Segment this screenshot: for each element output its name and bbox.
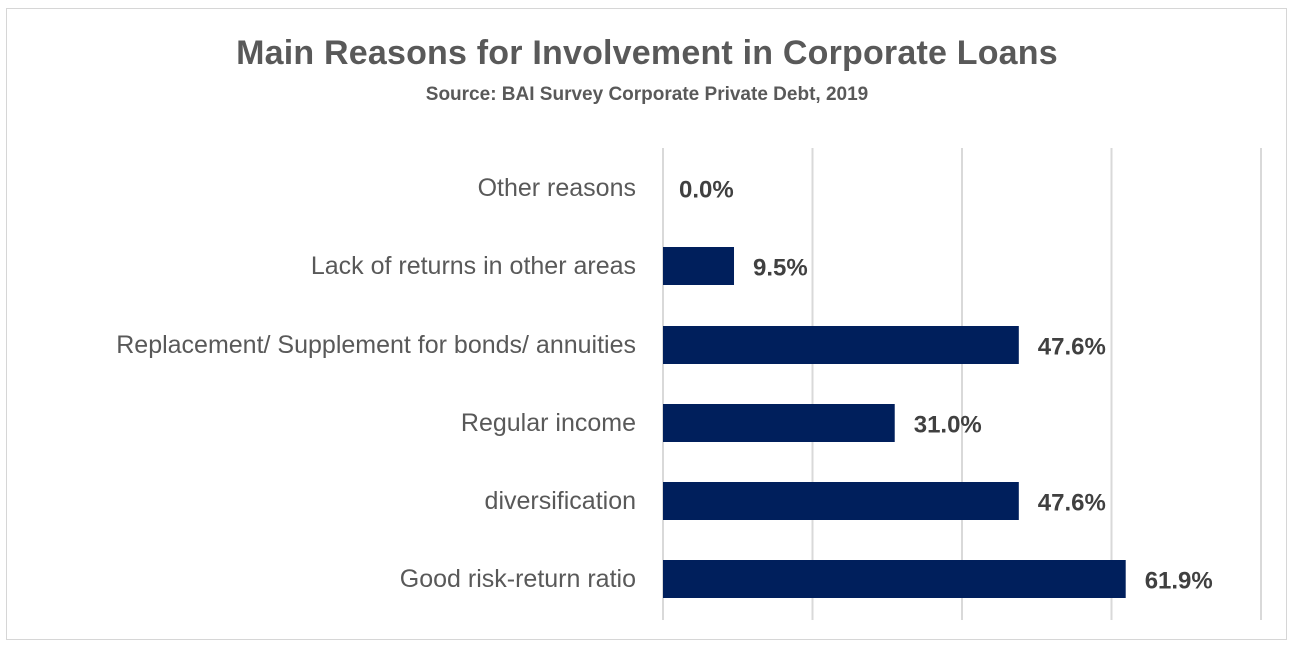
category-label-3: Regular income [461,409,636,437]
bars [663,247,1126,598]
labels: Other reasons 0.0% Lack of returns in othe… [116,174,1213,595]
chart-subtitle: Source: BAI Survey Corporate Private Deb… [425,84,869,105]
category-label-1: Lack of returns in other areas [311,252,636,280]
bar-4 [663,482,1019,520]
bar-5 [663,560,1126,598]
value-label-4: 47.6% [1038,490,1106,517]
value-label-0: 0.0% [679,177,734,204]
value-label-2: 47.6% [1038,334,1106,361]
category-label-0: Other reasons [478,174,636,202]
gridlines [662,148,1262,620]
value-label-1: 9.5% [753,255,808,282]
bar-1 [663,247,735,285]
category-label-2: Replacement/ Supplement for bonds/ annui… [116,331,636,359]
chart-title: Main Reasons for Involvement in Corporat… [236,34,1058,72]
bar-3 [663,404,895,442]
value-label-5: 61.9% [1145,568,1213,595]
category-label-4: diversification [485,487,636,515]
category-label-5: Good risk-return ratio [400,565,636,593]
bar-2 [663,326,1019,364]
chart-frame [6,8,1287,640]
value-label-3: 31.0% [914,412,982,439]
